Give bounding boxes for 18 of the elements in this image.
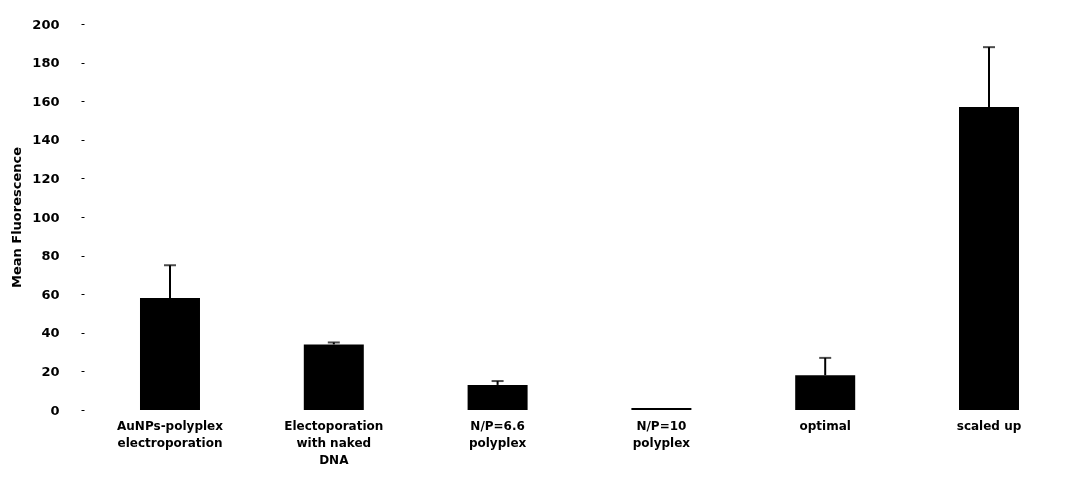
x-tick-label: Electoporation with naked DNA [284,418,384,467]
y-axis-title: Mean Fluorescence [9,146,25,289]
y-tick-label: 200 [32,16,60,32]
y-tick-label: 60 [41,286,60,302]
y-tick-label: 80 [41,248,60,264]
y-tick-label: 180 [32,55,60,71]
x-tick-label: N/P=10 polyplex [632,418,691,450]
y-tick-label: 100 [32,209,60,225]
y-tick-label: 140 [32,132,60,148]
y-tick-label: 0 [50,402,60,418]
y-tick-label: 160 [32,93,60,109]
x-tick-label: AuNPs-polyplex electroporation [117,418,224,450]
x-tick-label: N/P=6.6 polyplex [468,418,527,450]
x-tick-label: optimal [799,418,851,433]
y-tick-label: 20 [41,363,60,379]
y-tick-label: 40 [41,325,60,341]
x-tick-label: scaled up [956,418,1022,433]
y-tick-label: 120 [32,170,60,186]
